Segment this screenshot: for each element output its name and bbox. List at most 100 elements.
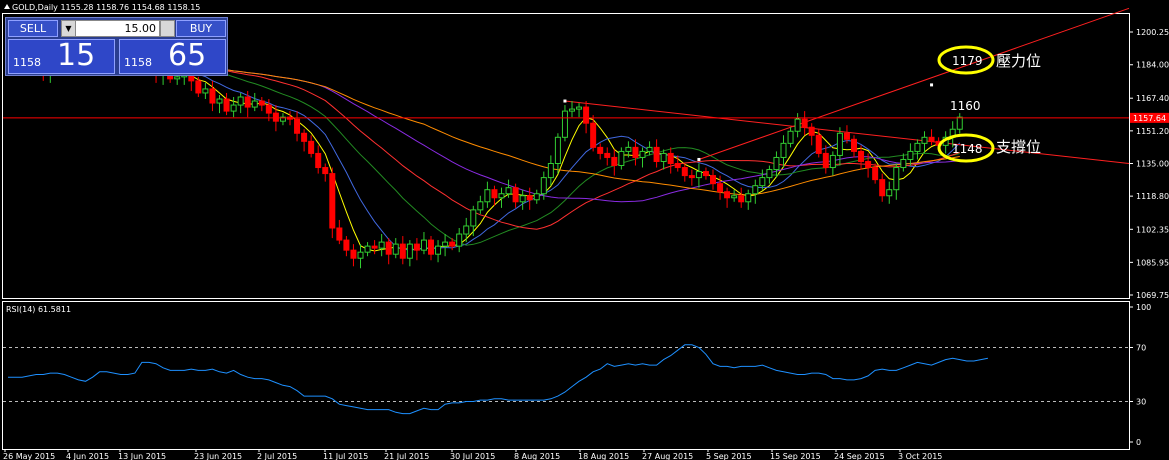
candle-body — [590, 122, 597, 148]
time-tick-label: 11 Jul 2015 — [323, 452, 368, 460]
lot-spinner[interactable] — [160, 20, 175, 37]
candle-body — [294, 118, 301, 134]
candle-body — [569, 108, 575, 112]
candle-body — [815, 134, 822, 154]
candle-body — [851, 138, 857, 152]
candle-body — [554, 136, 561, 164]
candle-body — [702, 171, 709, 177]
candle-body — [477, 201, 484, 211]
candle-body — [681, 167, 688, 177]
trend-anchor-point — [563, 99, 567, 103]
sell-price-quote[interactable]: 1158 15 — [8, 38, 115, 74]
candle-body — [265, 104, 272, 114]
candle-body — [498, 193, 505, 199]
time-tick-label: 18 Aug 2015 — [578, 452, 629, 460]
candle-body — [435, 245, 442, 255]
current-price-label: 1157.64 — [1133, 114, 1166, 123]
buy-price-quote[interactable]: 1158 65 — [119, 38, 226, 74]
chart-header: GOLD,Daily 1155.28 1158.76 1154.68 1158.… — [12, 3, 200, 12]
candle-body — [237, 96, 244, 106]
price-tick-label: 1135.00 — [1136, 160, 1169, 169]
buy-button[interactable]: BUY — [176, 20, 226, 37]
rsi-chart-frame — [2, 301, 1130, 450]
resistance-value: 1179 — [952, 54, 983, 68]
price-tick-label: 1151.20 — [1136, 127, 1169, 136]
time-tick-label: 27 Aug 2015 — [642, 452, 693, 460]
candle-body — [343, 239, 350, 251]
candle-body — [491, 189, 498, 199]
rsi-tick-label: 30 — [1136, 398, 1146, 407]
candle-body — [258, 100, 265, 106]
time-tick-label: 4 Jun 2015 — [66, 452, 109, 460]
candle-body — [378, 241, 385, 249]
rsi-tick-label: 100 — [1136, 303, 1151, 312]
candle-body — [773, 156, 780, 171]
candle-body — [561, 110, 568, 138]
time-tick-label: 21 Jul 2015 — [384, 452, 429, 460]
candle-body — [879, 179, 886, 197]
candle-body — [519, 195, 526, 203]
sell-button[interactable]: SELL — [8, 20, 58, 37]
price-tick-label: 1118.80 — [1136, 192, 1169, 201]
candle-body — [364, 245, 371, 253]
candle-body — [865, 160, 872, 169]
support-circle — [937, 133, 995, 163]
candle-body — [914, 142, 921, 152]
candle-body — [822, 152, 829, 169]
candle-body — [428, 239, 434, 255]
price-tick-label: 1085.95 — [1136, 258, 1169, 267]
price-tick-label: 1200.25 — [1136, 28, 1169, 37]
candle-body — [921, 136, 928, 144]
price-tick-label: 1069.75 — [1136, 291, 1169, 300]
collapse-triangle-icon[interactable] — [4, 4, 10, 9]
candle-body — [808, 126, 815, 136]
candle-body — [625, 146, 632, 152]
time-tick-label: 30 Jul 2015 — [450, 452, 495, 460]
buy-price-pips: 65 — [168, 38, 207, 73]
candle-body — [836, 132, 843, 156]
candles — [5, 44, 963, 269]
candle-body — [399, 243, 406, 259]
candle-body — [209, 88, 216, 104]
candle-body — [576, 106, 583, 110]
candle-body — [470, 209, 477, 227]
candle-body — [893, 167, 900, 191]
candle-body — [829, 154, 836, 169]
candle-body — [653, 146, 660, 162]
time-tick-label: 24 Sep 2015 — [834, 452, 885, 460]
time-tick-label: 2 Jul 2015 — [257, 452, 297, 460]
candle-body — [420, 239, 427, 251]
candle-body — [660, 152, 667, 162]
candle-body — [329, 173, 336, 229]
candle-body — [611, 156, 618, 167]
candle-body — [533, 193, 540, 201]
resistance-circle — [937, 45, 995, 75]
rsi-title: RSI(14) 61.5811 — [6, 305, 71, 314]
candle-body — [731, 195, 738, 199]
sell-price-pips: 15 — [57, 38, 96, 73]
lot-size-input[interactable]: 15.00 — [75, 20, 160, 37]
candle-body — [512, 187, 519, 203]
candle-body — [766, 169, 773, 179]
lot-dropdown-arrow[interactable]: ▼ — [61, 20, 76, 37]
candle-body — [526, 195, 533, 201]
candle-body — [752, 185, 759, 195]
support-value: 1148 — [952, 142, 983, 156]
candle-body — [695, 171, 702, 179]
candle-body — [322, 167, 329, 175]
candle-body — [886, 189, 893, 197]
candle-body — [710, 175, 716, 185]
rising-trend-line — [698, 7, 1130, 160]
candle-body — [583, 106, 590, 124]
candle-body — [858, 150, 865, 162]
candle-body — [301, 132, 308, 142]
candle-body — [463, 225, 470, 235]
trend-anchor-point — [697, 157, 701, 161]
trend-anchor-point — [930, 83, 934, 87]
time-tick-label: 13 Jun 2015 — [118, 452, 166, 460]
candle-body — [223, 98, 230, 112]
candle-body — [843, 132, 850, 140]
candle-body — [505, 187, 512, 195]
candle-body — [907, 150, 914, 160]
